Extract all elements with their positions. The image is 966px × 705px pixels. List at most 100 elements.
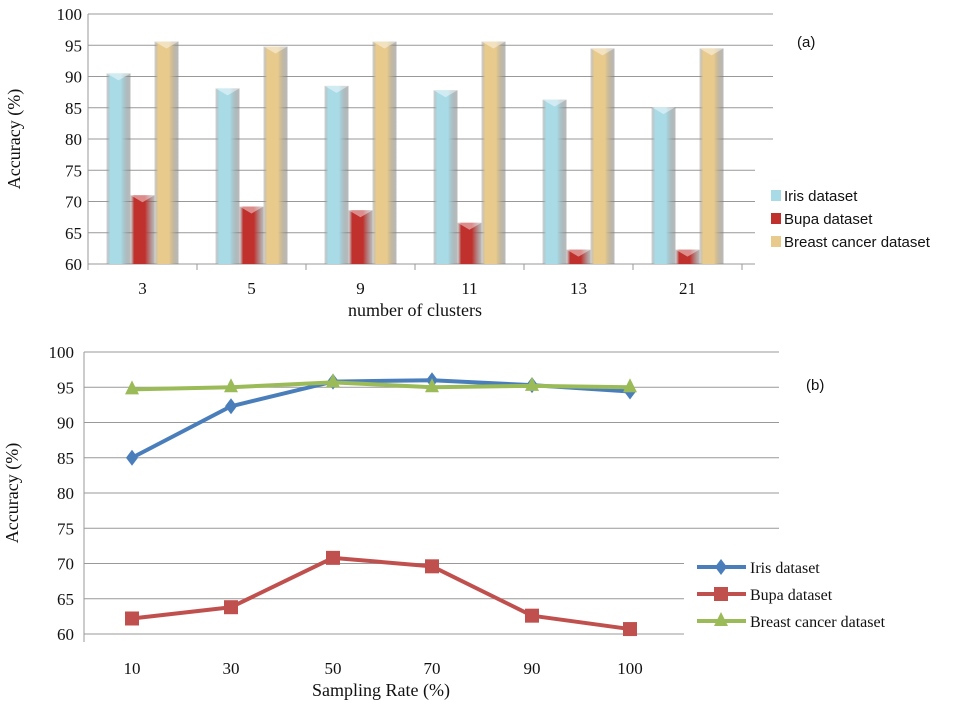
x-tick-label: 50 — [325, 659, 342, 678]
bar-cap — [457, 222, 482, 230]
bar-cap — [263, 46, 288, 54]
y-tick-label: 90 — [57, 414, 74, 433]
bar-cap — [542, 99, 567, 107]
legend-marker — [714, 612, 728, 626]
bar-cap — [130, 195, 155, 203]
legend-label: Breast cancer dataset — [784, 234, 931, 251]
x-tick-label: 11 — [461, 279, 477, 298]
bar-cap — [675, 249, 700, 257]
x-tick-label: 21 — [679, 279, 696, 298]
bar-breast-cancer-dataset — [372, 41, 397, 264]
panel-label: (b) — [806, 377, 824, 394]
legend-label: Bupa dataset — [784, 211, 873, 228]
y-tick-label: 60 — [57, 625, 74, 644]
bar-cap — [481, 41, 506, 49]
legend-swatch — [771, 190, 781, 201]
y-tick-label: 70 — [65, 193, 82, 212]
bar-iris-dataset — [215, 88, 240, 264]
bar-iris-dataset — [651, 107, 676, 264]
y-tick-label: 95 — [57, 378, 74, 397]
x-axis-title: number of clusters — [348, 300, 482, 320]
bar-cap — [324, 85, 349, 93]
bar-breast-cancer-dataset — [481, 41, 506, 264]
y-axis-title: Accuracy (%) — [2, 443, 23, 543]
legend-swatch — [771, 213, 781, 224]
y-tick-label: 75 — [65, 161, 82, 180]
legend-marker — [715, 559, 727, 575]
bar-cap — [215, 88, 240, 96]
y-tick-label: 75 — [57, 519, 74, 538]
x-tick-label: 100 — [617, 659, 643, 678]
legend-label: Iris dataset — [750, 560, 820, 577]
bar-iris-dataset — [542, 99, 567, 264]
data-point-iris-dataset — [126, 449, 138, 466]
y-tick-label: 85 — [65, 99, 82, 118]
bar-bupa-dataset — [130, 195, 155, 264]
x-tick-label: 10 — [124, 659, 141, 678]
bar-iris-dataset — [433, 90, 458, 264]
bar-iris-dataset — [324, 85, 349, 264]
bar-bupa-dataset — [675, 249, 700, 264]
bar-chart-clusters: 60 65 70 75 80 85 90 95 100 3 5 9 11 13 21 number of cl… — [4, 5, 931, 320]
series-line-bupa-dataset — [131, 555, 631, 632]
bar-cap — [372, 41, 397, 49]
data-point-breast-cancer-dataset — [125, 380, 139, 395]
y-tick-label: 80 — [65, 130, 82, 149]
bar-cap — [699, 48, 724, 56]
x-tick-label: 9 — [356, 279, 365, 298]
y-axis-title: Accuracy (%) — [4, 89, 25, 189]
data-point-bupa-dataset — [425, 559, 439, 574]
data-point-bupa-dataset — [224, 600, 238, 615]
legend-label: Bupa dataset — [750, 587, 833, 604]
bar-cap — [239, 206, 264, 214]
y-tick-label: 65 — [65, 224, 82, 243]
data-point-breast-cancer-dataset — [326, 373, 340, 388]
y-tick-label: 80 — [57, 484, 74, 503]
y-tick-label: 100 — [57, 5, 83, 24]
bar-breast-cancer-dataset — [699, 48, 724, 264]
panel-label: (a) — [797, 34, 815, 51]
bar-cap — [433, 90, 458, 98]
data-point-bupa-dataset — [525, 608, 539, 623]
data-point-iris-dataset — [225, 398, 237, 415]
y-tick-label: 85 — [57, 449, 74, 468]
y-tick-label: 95 — [65, 36, 82, 55]
data-point-bupa-dataset — [623, 622, 637, 637]
data-point-breast-cancer-dataset — [425, 378, 439, 393]
x-tick-label: 5 — [247, 279, 256, 298]
bar-bupa-dataset — [239, 206, 264, 264]
data-point-breast-cancer-dataset — [224, 378, 238, 393]
y-tick-label: 65 — [57, 590, 74, 609]
bar-cap — [566, 249, 591, 257]
legend-label: Iris dataset — [784, 188, 858, 205]
x-tick-label: 3 — [138, 279, 147, 298]
data-point-breast-cancer-dataset — [525, 376, 539, 391]
y-tick-label: 70 — [57, 555, 74, 574]
bar-cap — [348, 210, 373, 218]
legend-swatch — [771, 236, 781, 247]
data-point-bupa-dataset — [125, 611, 139, 626]
legend-label: Breast cancer dataset — [750, 614, 886, 631]
bar-iris-dataset — [106, 73, 131, 264]
bar-breast-cancer-dataset — [263, 46, 288, 264]
y-tick-label: 100 — [49, 343, 75, 362]
series-line-breast-cancer-dataset — [131, 380, 631, 392]
bar-bupa-dataset — [457, 222, 482, 264]
bar-cap — [590, 48, 615, 56]
bar-cap — [651, 107, 676, 115]
data-point-bupa-dataset — [326, 550, 340, 565]
legend-marker — [714, 587, 728, 601]
x-tick-label: 90 — [524, 659, 541, 678]
y-tick-label: 60 — [65, 255, 82, 274]
x-axis-title: Sampling Rate (%) — [312, 680, 450, 701]
x-tick-label: 70 — [424, 659, 441, 678]
y-tick-label: 90 — [65, 68, 82, 87]
bar-cap — [154, 41, 179, 49]
bar-breast-cancer-dataset — [590, 48, 615, 264]
bar-bupa-dataset — [566, 249, 591, 264]
x-tick-label: 13 — [570, 279, 587, 298]
series-line-iris-dataset — [131, 378, 631, 460]
data-point-breast-cancer-dataset — [623, 378, 637, 393]
